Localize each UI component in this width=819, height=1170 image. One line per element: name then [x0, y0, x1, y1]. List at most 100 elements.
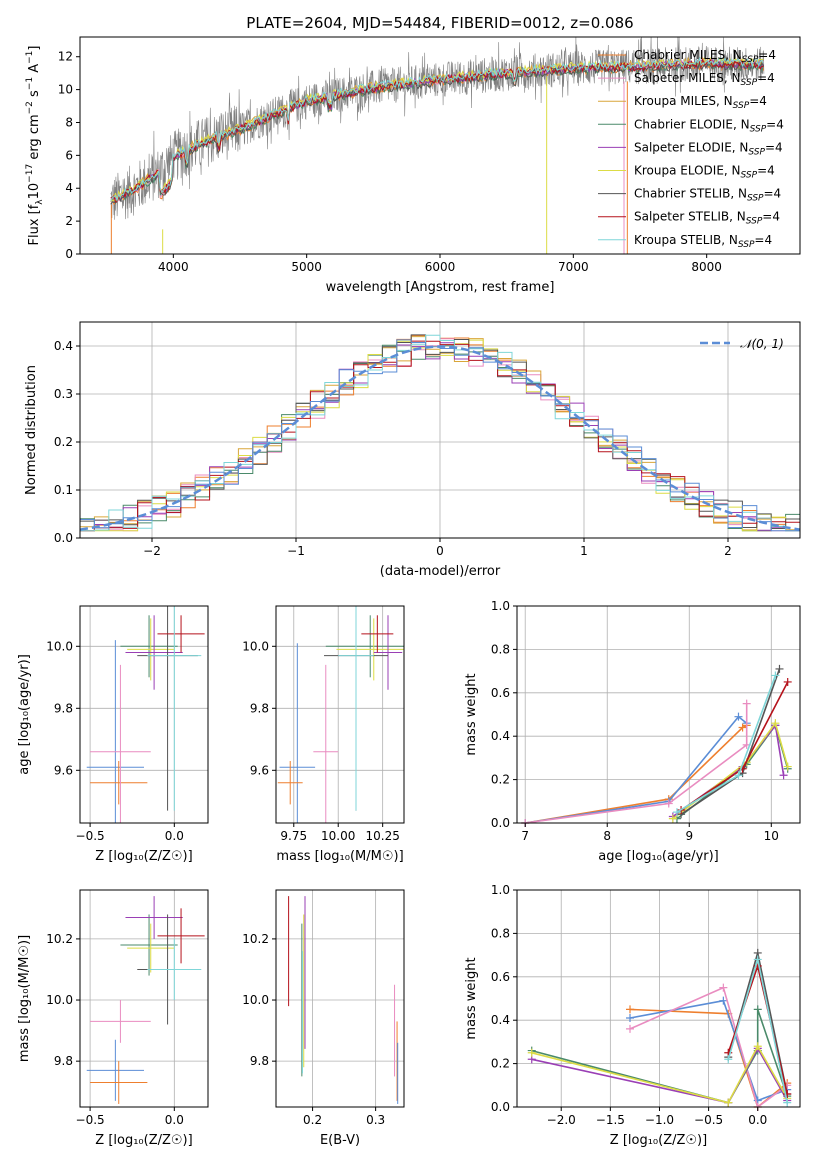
x-tick-label: 0.2	[303, 1113, 322, 1127]
weight-point	[783, 762, 792, 771]
weight-line-salpeter-stelib	[680, 681, 789, 811]
legend-sub: SSP	[733, 101, 750, 111]
x-tick-label: −2	[143, 544, 161, 558]
weight-point	[753, 955, 762, 964]
y-label-part: A	[27, 64, 42, 77]
axes-frame	[516, 889, 801, 1108]
spectrum-data-line	[110, 37, 765, 220]
legend-sub: SSP	[741, 171, 758, 181]
x-axis-label: Z [log₁₀(Z/Z☉)]	[95, 849, 192, 864]
weight-point	[742, 699, 751, 708]
model-line-kroupa-stelib	[110, 56, 764, 203]
weight-line-salpeter-miles	[525, 703, 748, 824]
legend-entry: Chabrier ELODIE, NSSP=4	[634, 117, 784, 134]
weight-line-salpeter-miles	[629, 986, 788, 1109]
y-label-part: λ	[35, 199, 45, 205]
legend-n: =4	[762, 210, 780, 224]
x-tick-label: −0.5	[76, 1113, 105, 1127]
y-label-part: Flux [f	[27, 204, 42, 245]
x-axis-label: (data-model)/error	[380, 564, 501, 579]
x-tick-label: 6000	[425, 260, 456, 274]
y-label-part: −17	[25, 164, 35, 183]
errorbar-plot	[288, 896, 399, 1104]
legend-sub: SSP	[750, 124, 767, 134]
legend-entry: Salpeter ELODIE, NSSP=4	[634, 140, 783, 157]
normal-curve	[80, 345, 800, 531]
marks-layer	[80, 37, 800, 1111]
y-tick-label: 0.0	[491, 1100, 510, 1114]
errorbar-plot	[86, 896, 205, 1104]
y-tick-label: 9.8	[54, 701, 73, 715]
y-axis-label: mass weight	[464, 673, 479, 755]
legend-sub: SSP	[741, 78, 758, 88]
weight-point	[724, 1055, 733, 1064]
legend-entry: Kroupa STELIB, NSSP=4	[634, 233, 772, 250]
x-tick-label: 8000	[691, 260, 722, 274]
x-tick-label: 0.3	[366, 1113, 385, 1127]
weight-point	[668, 814, 677, 823]
weight-line-kroupa-elodie	[531, 1044, 788, 1104]
legend-normal: 𝒩(0, 1)	[740, 337, 784, 351]
y-tick-label: 0	[65, 247, 73, 261]
x-tick-label: 10	[764, 829, 779, 843]
y-tick-label: 0.1	[54, 483, 73, 497]
axes-frame	[79, 889, 209, 1108]
x-tick-label: 8	[603, 829, 611, 843]
x-tick-label: 7	[521, 829, 529, 843]
weight-point	[783, 1089, 792, 1098]
axes-frame	[275, 605, 405, 824]
y-tick-label: 0.2	[54, 435, 73, 449]
legend-n: =4	[758, 48, 776, 62]
weight-point	[626, 1014, 635, 1023]
weight-line-blue-model	[525, 715, 748, 824]
weight-point	[626, 1005, 635, 1014]
y-tick-label: 9.8	[54, 1054, 73, 1068]
y-label-part: s	[27, 90, 42, 101]
y-tick-label: 8	[65, 115, 73, 129]
y-axis-label: mass weight	[464, 957, 479, 1039]
y-tick-label: 2	[65, 214, 73, 228]
legend-sub: SSP	[738, 240, 755, 250]
x-tick-label: −1.5	[596, 1113, 625, 1127]
legend-name: Salpeter ELODIE, N	[634, 140, 748, 154]
legend-name: Kroupa MILES, N	[634, 94, 733, 108]
y-axis-label: Flux [fλ10−17 erg cm−2 s−1 A−1]	[25, 46, 45, 246]
errorbar-plot	[277, 606, 404, 823]
legend-entry: Kroupa MILES, NSSP=4	[634, 94, 767, 111]
y-tick-label: 10.0	[242, 993, 269, 1007]
y-tick-label: 0.0	[491, 816, 510, 830]
y-tick-label: 9.6	[54, 763, 73, 777]
y-tick-label: 10.2	[242, 932, 269, 946]
y-tick-label: 0.8	[491, 642, 510, 656]
weight-line-chabrier-miles	[525, 724, 748, 824]
x-tick-label: 10.00	[321, 829, 355, 843]
weight-point	[664, 799, 673, 808]
figure-title: PLATE=2604, MJD=54484, FIBERID=0012, z=0…	[246, 14, 633, 32]
x-tick-label: −2.0	[547, 1113, 576, 1127]
y-tick-label: 10.0	[46, 639, 73, 653]
legend-entry: Chabrier STELIB, NSSP=4	[634, 187, 781, 204]
y-axis-label: Normed distribution	[24, 365, 39, 495]
y-label-part: erg cm	[27, 114, 42, 163]
spectrum-plot	[110, 37, 765, 254]
weight-point	[779, 771, 788, 780]
legend-name: Kroupa ELODIE, N	[634, 164, 741, 178]
y-tick-label: 9.8	[250, 701, 269, 715]
weight-point	[783, 1098, 792, 1107]
weight-point	[672, 808, 681, 817]
histogram-salpeter-stelib	[80, 340, 800, 532]
y-tick-label: 10.0	[242, 639, 269, 653]
x-tick-label: −1	[287, 544, 305, 558]
y-axis-label: age [log₁₀(age/yr)]	[17, 654, 32, 775]
x-axis-label: age [log₁₀(age/yr)]	[598, 849, 719, 864]
x-axis-label: mass [log₁₀(M/M☉)]	[276, 849, 403, 864]
legend-sub: SSP	[747, 194, 764, 204]
x-tick-label: 9	[685, 829, 693, 843]
legend-name: Chabrier MILES, N	[634, 48, 742, 62]
x-tick-label: −0.5	[694, 1113, 723, 1127]
axes-frame	[516, 605, 801, 824]
y-label-part: 10	[27, 183, 42, 200]
weight-point	[738, 723, 747, 732]
grid-layer	[80, 322, 800, 1108]
